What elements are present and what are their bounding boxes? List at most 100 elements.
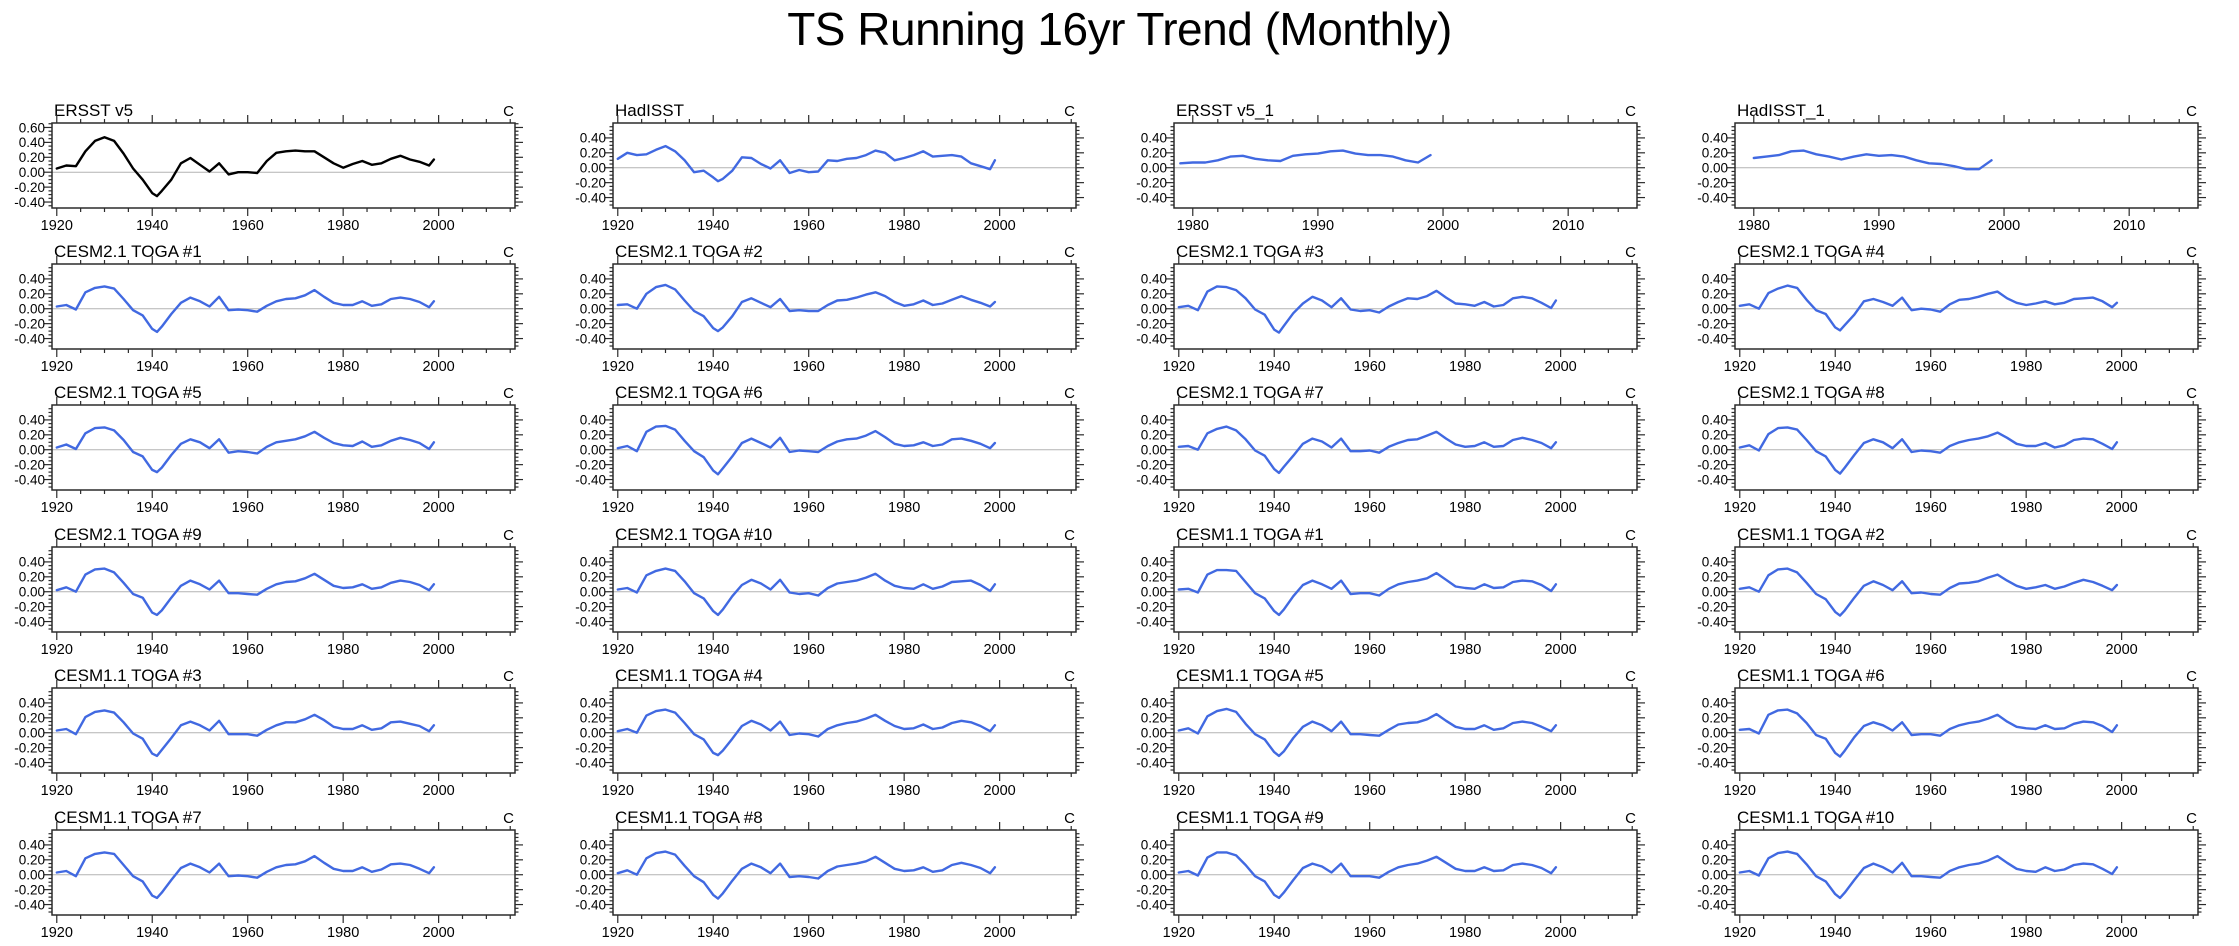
x-tick-label: 2000 (1988, 218, 2020, 234)
panel-ersst-v5: ERSST v5 C 1920 1940 1960 1980 2000 0.600.400.2… (14, 101, 523, 234)
plot-frame (612, 263, 1077, 350)
y-tick-label: 0.40 (580, 131, 606, 146)
panel-cesm1-1-toga-1: CESM1.1 TOGA #1 C 1920 1940 1960 1980 2000 0.40… (1136, 525, 1645, 658)
y-tick-label: 0.40 (580, 696, 606, 711)
y-tick-label: -0.20 (14, 316, 45, 331)
y-tick-label: -0.40 (575, 897, 606, 912)
x-tick-label: 2000 (983, 218, 1015, 234)
plot-frame (612, 546, 1077, 633)
trend-line (1177, 568, 1558, 617)
x-tick-label: 2010 (1552, 218, 1584, 234)
y-tick-label: -0.40 (1697, 190, 1728, 205)
x-tick-label: 2000 (422, 642, 454, 658)
unit-label: C (503, 527, 514, 544)
trend-line (1179, 149, 1432, 165)
x-tick-label: 1940 (1258, 925, 1290, 941)
y-tick-label: 0.20 (580, 287, 606, 302)
x-tick-label: 1920 (41, 500, 73, 516)
trend-line (616, 567, 997, 617)
y-tick-label: 0.40 (1702, 272, 1728, 287)
x-tick-label: 1980 (888, 925, 920, 941)
y-tick-label: 0.00 (1702, 443, 1728, 458)
panel-title: CESM1.1 TOGA #2 (1737, 525, 1885, 544)
x-tick-label: 2000 (1544, 783, 1576, 799)
y-tick-label: -0.20 (14, 180, 45, 195)
y-tick-label: 0.40 (580, 555, 606, 570)
y-tick-label: 0.40 (1702, 696, 1728, 711)
trend-line (1738, 708, 2119, 758)
panel-cesm2-1-toga-4: CESM2.1 TOGA #4 C 1920 1940 1960 1980 2000 0.40… (1697, 242, 2206, 375)
plot-frame (1734, 122, 2199, 209)
plot-frame (51, 122, 516, 209)
y-tick-label: -0.40 (1697, 331, 1728, 346)
plot-frame (51, 687, 516, 774)
unit-label: C (1064, 527, 1075, 544)
plot-frame (51, 404, 516, 491)
y-tick-label: -0.40 (575, 614, 606, 629)
axis-ticks (1727, 680, 2206, 781)
y-tick-label: -0.20 (575, 599, 606, 614)
x-tick-label: 1980 (2010, 783, 2042, 799)
x-tick-label: 1920 (1724, 359, 1756, 375)
y-tick-label: 0.00 (1702, 161, 1728, 176)
x-tick-label: 1980 (327, 500, 359, 516)
y-tick-label: 0.40 (19, 696, 45, 711)
x-tick-label: 1940 (1258, 500, 1290, 516)
unit-label: C (2186, 385, 2197, 402)
trend-line (1177, 851, 1558, 900)
axis-ticks (605, 115, 1084, 216)
axis-ticks (1166, 115, 1645, 216)
panel-hadisst: HadISST C 1920 1940 1960 1980 2000 0.400.200.00… (575, 101, 1084, 234)
axis-ticks (1727, 397, 2206, 498)
panel-title: CESM1.1 TOGA #4 (615, 666, 763, 685)
x-tick-label: 1940 (136, 500, 168, 516)
x-tick-label: 1940 (1819, 783, 1851, 799)
x-tick-label: 1920 (602, 218, 634, 234)
y-tick-label: -0.20 (575, 740, 606, 755)
x-tick-label: 1960 (793, 500, 825, 516)
y-tick-label: 0.00 (19, 868, 45, 883)
y-tick-label: 0.00 (1702, 585, 1728, 600)
unit-label: C (1625, 385, 1636, 402)
x-tick-label: 2000 (1544, 359, 1576, 375)
axis-ticks (44, 256, 523, 357)
x-tick-label: 1940 (697, 218, 729, 234)
y-tick-label: -0.40 (14, 755, 45, 770)
trend-line (1177, 425, 1558, 475)
unit-label: C (503, 103, 514, 120)
y-tick-label: 0.00 (1141, 443, 1167, 458)
unit-label: C (1064, 244, 1075, 261)
panel-cesm2-1-toga-9: CESM2.1 TOGA #9 C 1920 1940 1960 1980 2000 0.40… (14, 525, 523, 658)
axis-ticks (44, 539, 523, 640)
x-tick-label: 2000 (983, 642, 1015, 658)
x-tick-label: 1940 (697, 925, 729, 941)
unit-label: C (2186, 668, 2197, 685)
y-tick-label: 0.00 (19, 165, 45, 180)
axis-ticks (605, 397, 1084, 498)
plot-frame (1173, 546, 1638, 633)
x-tick-label: 1920 (41, 783, 73, 799)
x-tick-label: 2000 (2105, 783, 2137, 799)
y-tick-label: 0.00 (1141, 585, 1167, 600)
panel-title: ERSST v5 (54, 101, 133, 120)
y-tick-label: 0.40 (1702, 555, 1728, 570)
y-tick-label: 0.40 (19, 838, 45, 853)
x-tick-label: 2000 (983, 783, 1015, 799)
panel-title: CESM1.1 TOGA #1 (1176, 525, 1324, 544)
axis-ticks (44, 115, 523, 216)
y-tick-label: 0.00 (580, 443, 606, 458)
trend-line (55, 426, 436, 474)
axis-ticks (44, 397, 523, 498)
x-tick-label: 1940 (1819, 925, 1851, 941)
x-tick-label: 2010 (2113, 218, 2145, 234)
panel-title: ERSST v5_1 (1176, 101, 1274, 120)
y-tick-label: 0.00 (1141, 161, 1167, 176)
panel-title: CESM2.1 TOGA #8 (1737, 383, 1885, 402)
x-tick-label: 1940 (1258, 642, 1290, 658)
trend-line (1177, 707, 1558, 758)
panel-cesm2-1-toga-8: CESM2.1 TOGA #8 C 1920 1940 1960 1980 2000 0.40… (1697, 383, 2206, 516)
unit-label: C (1064, 385, 1075, 402)
x-tick-label: 1960 (232, 218, 264, 234)
